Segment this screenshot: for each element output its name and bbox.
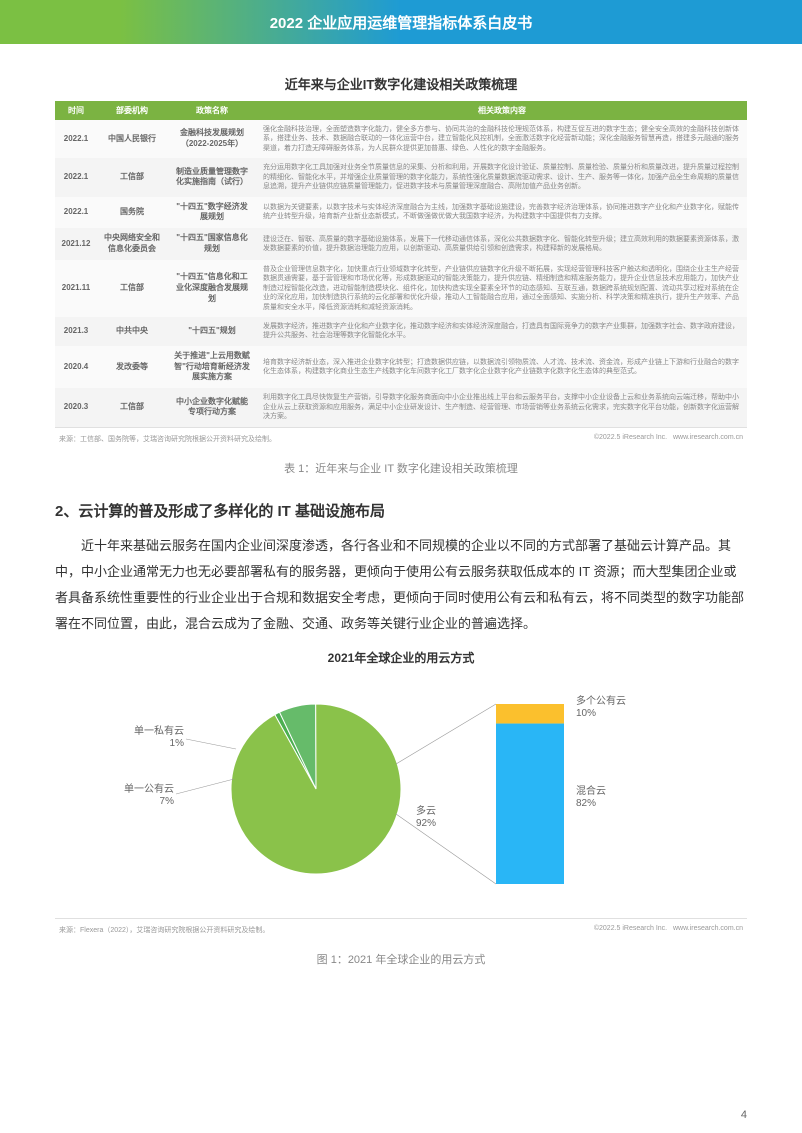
table-row: 2021.12中央网络安全和信息化委员会"十四五"国家信息化规划建设泛在、智联、… bbox=[55, 228, 747, 260]
table-row: 2020.4发改委等关于推进"上云用数赋智"行动培育新经济发展实施方案培育数字经… bbox=[55, 346, 747, 388]
source-url-2: www.iresearch.com.cn bbox=[673, 925, 743, 932]
bar-segment bbox=[496, 704, 564, 724]
table-cell: 以数据为关键要素，以数字技术与实体经济深度融合为主线，加强数字基础设施建设，完善… bbox=[257, 197, 747, 229]
copyright-2: ©2022.5 iResearch Inc. bbox=[594, 925, 667, 932]
table-cell: 关于推进"上云用数赋智"行动培育新经济发展实施方案 bbox=[167, 346, 257, 388]
policy-table: 时间 部委机构 政策名称 相关政策内容 2022.1中国人民银行金融科技发展规划… bbox=[55, 101, 747, 427]
table-cell: 中小企业数字化赋能专项行动方案 bbox=[167, 388, 257, 426]
table-cell: 中国人民银行 bbox=[97, 120, 167, 158]
table-cell: 金融科技发展规划（2022-2025年） bbox=[167, 120, 257, 158]
table-cell: 中央网络安全和信息化委员会 bbox=[97, 228, 167, 260]
copyright: ©2022.5 iResearch Inc. bbox=[594, 434, 667, 441]
th-dept: 部委机构 bbox=[97, 101, 167, 120]
table-cell: 培育数字经济新业态，深入推进企业数字化转型；打造数据供应链，以数据流引领物质流、… bbox=[257, 346, 747, 388]
section-heading: 2、云计算的普及形成了多样化的 IT 基础设施布局 bbox=[55, 500, 747, 521]
table-row: 2022.1国务院"十四五"数字经济发展规划以数据为关键要素，以数字技术与实体经… bbox=[55, 197, 747, 229]
table-cell: 2021.12 bbox=[55, 228, 97, 260]
chart-title: 2021年全球企业的用云方式 bbox=[55, 649, 747, 666]
table-row: 2022.1工信部制造业质量管理数字化实施指南（试行）充分运用数字化工具加强对业… bbox=[55, 158, 747, 196]
label-single-private: 单一私有云1% bbox=[134, 724, 184, 749]
table-cell: "十四五"国家信息化规划 bbox=[167, 228, 257, 260]
table-cell: 2022.1 bbox=[55, 158, 97, 196]
table-caption: 表 1：近年来与企业 IT 数字化建设相关政策梳理 bbox=[55, 460, 747, 476]
table-cell: 发展数字经济，推进数字产业化和产业数字化，推动数字经济和实体经济深度融合，打造具… bbox=[257, 317, 747, 346]
chart-source-left: 来源：Flexera（2022），艾瑞咨询研究院根据公开资料研究及绘制。 bbox=[59, 925, 269, 935]
label-multi-cloud: 多云92% bbox=[416, 804, 436, 829]
table-cell: 2020.4 bbox=[55, 346, 97, 388]
table-source-left: 来源：工信部、国务院等，艾瑞咨询研究院根据公开资料研究及绘制。 bbox=[59, 434, 276, 444]
table-cell: 中共中央 bbox=[97, 317, 167, 346]
table-row: 2021.11工信部"十四五"信息化和工业化深度融合发展规划普及企业管理信息数字… bbox=[55, 260, 747, 317]
table-cell: 建设泛在、智联、高质量的数字基础设施体系，发展下一代移动通信体系，深化公共数据数… bbox=[257, 228, 747, 260]
th-time: 时间 bbox=[55, 101, 97, 120]
th-policy: 政策名称 bbox=[167, 101, 257, 120]
table-source-row: 来源：工信部、国务院等，艾瑞咨询研究院根据公开资料研究及绘制。 ©2022.5 … bbox=[55, 427, 747, 450]
bar-segment bbox=[496, 723, 564, 883]
table-cell: 制造业质量管理数字化实施指南（试行） bbox=[167, 158, 257, 196]
table-cell: 2022.1 bbox=[55, 120, 97, 158]
table-row: 2020.3工信部中小企业数字化赋能专项行动方案利用数字化工具尽快恢复生产营销，… bbox=[55, 388, 747, 426]
table-cell: 工信部 bbox=[97, 260, 167, 317]
table-cell: 国务院 bbox=[97, 197, 167, 229]
pie-slice bbox=[231, 704, 401, 874]
table-cell: 2021.11 bbox=[55, 260, 97, 317]
source-url: www.iresearch.com.cn bbox=[673, 434, 743, 441]
cloud-usage-chart: 单一私有云1% 单一公有云7% 多云92% 多个公有云10% 混合云82% bbox=[55, 674, 747, 914]
table-cell: "十四五"数字经济发展规划 bbox=[167, 197, 257, 229]
body-paragraph: 近十年来基础云服务在国内企业间深度渗透，各行各业和不同规模的企业以不同的方式部署… bbox=[55, 533, 747, 637]
header-title: 2022 企业应用运维管理指标体系白皮书 bbox=[270, 12, 533, 33]
content-area: 近年来与企业IT数字化建设相关政策梳理 时间 部委机构 政策名称 相关政策内容 … bbox=[0, 44, 802, 967]
table-cell: 2022.1 bbox=[55, 197, 97, 229]
table-cell: 充分运用数字化工具加强对业务全节质量信息的采集、分析和利用，开展数字化设计验证、… bbox=[257, 158, 747, 196]
table-cell: 强化金融科技治理，全面塑造数字化能力，健全多方参与、协同共治的金融科技伦理规范体… bbox=[257, 120, 747, 158]
table-row: 2021.3中共中央"十四五"规划发展数字经济，推进数字产业化和产业数字化，推动… bbox=[55, 317, 747, 346]
label-hybrid: 混合云82% bbox=[576, 784, 606, 809]
table-cell: 工信部 bbox=[97, 388, 167, 426]
table-cell: "十四五"规划 bbox=[167, 317, 257, 346]
table-cell: 普及企业管理信息数字化，加快重点行业领域数字化转型，产业链供应链数字化升级不断拓… bbox=[257, 260, 747, 317]
chart-caption: 图 1：2021 年全球企业的用云方式 bbox=[55, 951, 747, 967]
label-multi-public: 多个公有云10% bbox=[576, 694, 626, 719]
table-cell: "十四五"信息化和工业化深度融合发展规划 bbox=[167, 260, 257, 317]
th-content: 相关政策内容 bbox=[257, 101, 747, 120]
table-header-row: 时间 部委机构 政策名称 相关政策内容 bbox=[55, 101, 747, 120]
label-single-public: 单一公有云7% bbox=[124, 782, 174, 807]
document-page: 2022 企业应用运维管理指标体系白皮书 近年来与企业IT数字化建设相关政策梳理… bbox=[0, 0, 802, 1133]
table-cell: 2020.3 bbox=[55, 388, 97, 426]
policy-table-title: 近年来与企业IT数字化建设相关政策梳理 bbox=[55, 74, 747, 93]
page-number: 4 bbox=[741, 1109, 747, 1121]
table-cell: 发改委等 bbox=[97, 346, 167, 388]
table-cell: 利用数字化工具尽快恢复生产营销，引导数字化服务商面向中小企业推出线上平台和云服务… bbox=[257, 388, 747, 426]
table-cell: 2021.3 bbox=[55, 317, 97, 346]
table-cell: 工信部 bbox=[97, 158, 167, 196]
header-bar: 2022 企业应用运维管理指标体系白皮书 bbox=[0, 0, 802, 44]
table-row: 2022.1中国人民银行金融科技发展规划（2022-2025年）强化金融科技治理… bbox=[55, 120, 747, 158]
chart-source-row: 来源：Flexera（2022），艾瑞咨询研究院根据公开资料研究及绘制。 ©20… bbox=[55, 918, 747, 941]
